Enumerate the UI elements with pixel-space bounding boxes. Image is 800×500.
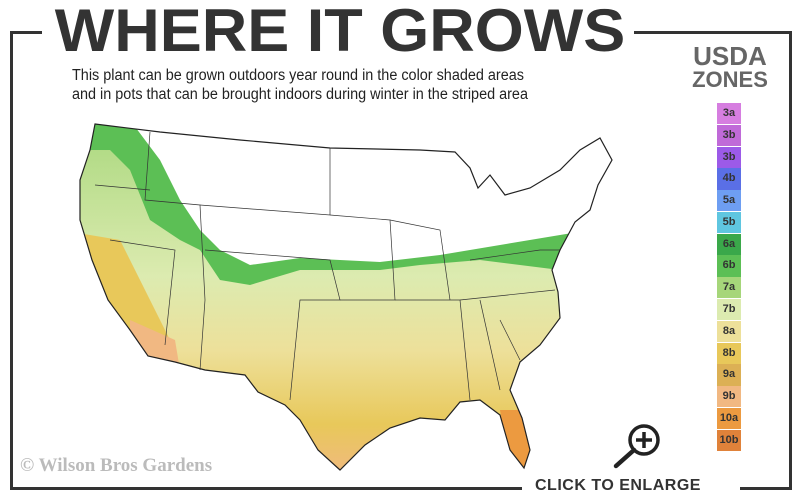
subtitle-line-2: and in pots that can be brought indoors … (72, 86, 528, 103)
legend-zone-8b: 8b (717, 342, 741, 364)
legend-zone-6b: 6b (717, 255, 741, 277)
legend-title-line-2: ZONES (692, 67, 768, 92)
legend-title-line-1: USDA (693, 41, 767, 71)
legend-zone-6a: 6a (717, 233, 741, 255)
subtitle: This plant can be grown outdoors year ro… (72, 66, 621, 104)
frame-top-right (634, 31, 792, 34)
page-title: WHERE IT GROWS (54, 0, 626, 64)
usda-zone-legend: 3a 3b 3b 4b 5a 5b 6a 6b 7a 7b 8a 8b 9a 9b 10a 10b (717, 103, 741, 452)
frame-left (10, 31, 13, 490)
legend-zone-8a: 8a (717, 320, 741, 342)
legend-zone-10b: 10b (717, 429, 741, 451)
magnifier-plus-icon[interactable] (610, 422, 662, 472)
legend-zone-9b: 9b (717, 386, 741, 408)
legend-title: USDA ZONES (680, 41, 780, 92)
legend-zone-10a: 10a (717, 407, 741, 430)
legend-zone-7b: 7b (717, 299, 741, 321)
legend-zone-9a: 9a (717, 364, 741, 386)
frame-top-left (10, 31, 42, 34)
frame-right (789, 31, 792, 490)
legend-zone-7a: 7a (717, 277, 741, 299)
legend-zone-4b: 4b (717, 168, 741, 190)
us-zone-map[interactable] (60, 110, 620, 480)
us-outline (79, 123, 613, 471)
legend-zone-5a: 5a (717, 190, 741, 212)
click-to-enlarge-button[interactable]: CLICK TO ENLARGE (535, 477, 701, 494)
legend-zone-3a: 3a (717, 103, 741, 125)
legend-zone-5b: 5b (717, 211, 741, 234)
watermark: © Wilson Bros Gardens (20, 455, 213, 476)
zone-shading (80, 124, 612, 470)
frame-bottom-right (740, 487, 792, 490)
legend-zone-3b: 3b (717, 146, 741, 168)
state-borders (94, 131, 560, 401)
legend-zone-3b: 3b (717, 124, 741, 146)
frame-bottom-left (10, 487, 522, 490)
subtitle-line-1: This plant can be grown outdoors year ro… (72, 67, 524, 84)
